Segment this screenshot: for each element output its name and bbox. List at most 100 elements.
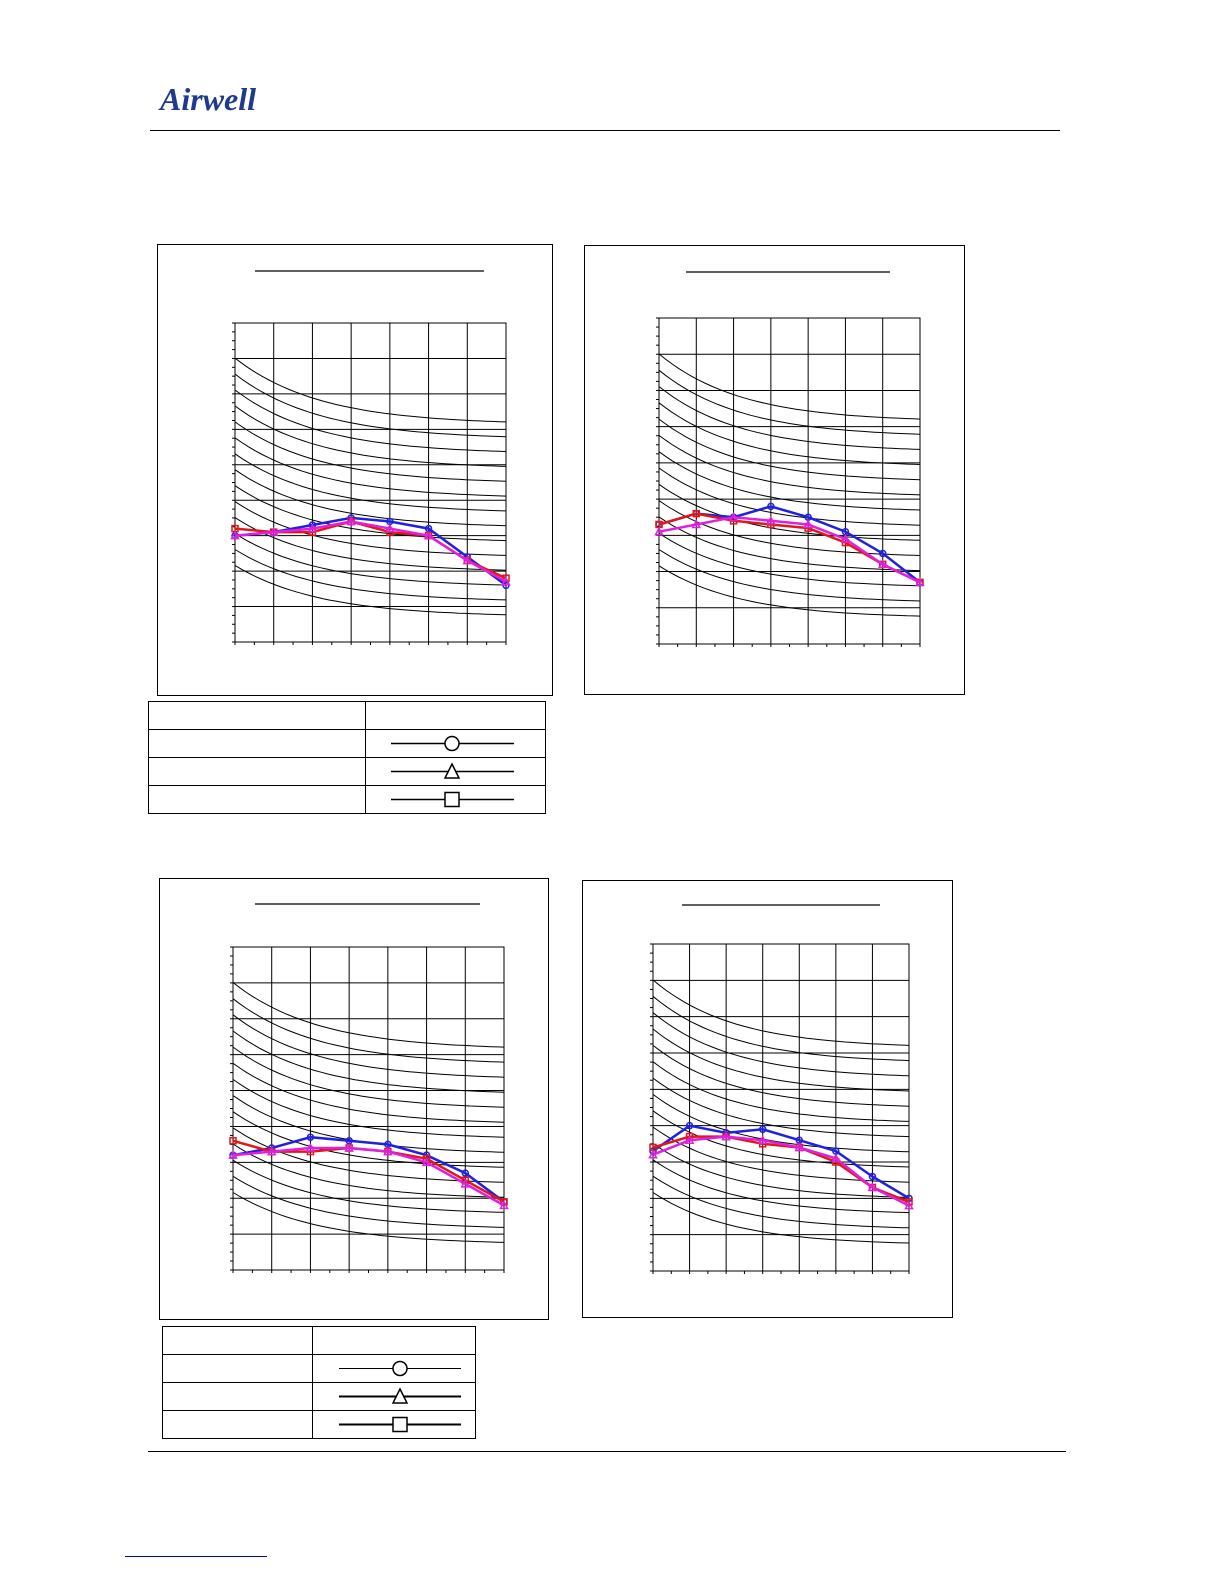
performance-curve	[652, 1093, 910, 1153]
performance-curve	[232, 1030, 505, 1093]
performance-curve	[658, 516, 921, 572]
performance-curve	[658, 467, 921, 526]
data-point	[915, 577, 925, 587]
legend-row	[148, 729, 546, 758]
performance-curve	[234, 517, 507, 571]
data-point	[684, 1135, 695, 1144]
data-point	[877, 559, 888, 569]
data-point	[229, 1137, 237, 1145]
performance-curve	[234, 437, 507, 497]
performance-curve	[652, 1175, 910, 1229]
data-point	[648, 1149, 658, 1159]
legend-table-top	[148, 701, 546, 814]
series-line	[652, 1135, 910, 1204]
legend-row	[162, 1354, 476, 1383]
data-point	[421, 1157, 432, 1167]
data-point	[461, 1169, 470, 1177]
performance-curve	[652, 1012, 910, 1077]
performance-curve	[232, 1159, 505, 1213]
legend-label	[148, 785, 366, 814]
performance-curve	[658, 386, 921, 450]
legend-row	[162, 1382, 476, 1411]
data-point	[904, 1200, 914, 1210]
legend-header-symbol	[312, 1326, 476, 1355]
performance-curve	[232, 1078, 505, 1138]
performance-curve	[658, 353, 921, 420]
data-point	[654, 526, 664, 536]
legend-square-marker	[339, 1416, 461, 1433]
series-line	[234, 520, 507, 583]
legend-square-marker	[391, 791, 514, 808]
series-line	[232, 1146, 505, 1207]
performance-curve	[232, 1014, 505, 1078]
legend-triangle-marker	[339, 1387, 461, 1404]
data-point	[766, 515, 776, 525]
performance-curve	[234, 373, 507, 438]
performance-curve	[658, 549, 921, 602]
performance-curve	[652, 995, 910, 1062]
data-point	[803, 519, 813, 529]
legend-label	[162, 1354, 313, 1383]
plot-area	[234, 322, 507, 643]
data-point	[385, 523, 395, 533]
data-point	[230, 530, 240, 540]
performance-curve	[652, 1077, 910, 1138]
plot-area	[232, 946, 505, 1271]
footer-link-underline[interactable]	[125, 1556, 267, 1557]
series-line	[652, 1135, 910, 1207]
data-point	[228, 1150, 238, 1159]
legend-label	[148, 729, 366, 758]
data-point	[767, 502, 775, 511]
performance-curve	[652, 979, 910, 1046]
data-point	[758, 1125, 767, 1134]
plot-area	[652, 943, 910, 1272]
chart-panel-2	[584, 245, 965, 695]
performance-curve	[658, 483, 921, 541]
performance-curve	[232, 1175, 505, 1228]
legend-label	[148, 757, 366, 786]
chart-2	[654, 271, 925, 647]
performance-curve	[234, 564, 507, 616]
performance-curve	[232, 1143, 505, 1198]
data-point	[868, 1172, 877, 1181]
performance-curve	[658, 532, 921, 587]
data-point	[721, 1131, 731, 1141]
performance-curve	[658, 451, 921, 511]
performance-curve	[658, 402, 921, 465]
performance-curve	[232, 1062, 505, 1123]
chart-panel-1	[157, 244, 553, 696]
legend-table-bottom	[162, 1326, 476, 1439]
performance-curve	[658, 434, 921, 496]
performance-curve	[234, 501, 507, 556]
data-point	[728, 512, 739, 521]
data-point	[501, 576, 511, 586]
performance-curve	[234, 549, 507, 601]
chart-1	[230, 270, 511, 645]
series-line	[232, 1135, 505, 1203]
chart-panel-4	[582, 880, 953, 1318]
header-rule	[150, 130, 1060, 131]
data-point	[840, 533, 851, 543]
data-point	[499, 1200, 509, 1210]
data-point	[268, 527, 279, 536]
legend-circle-marker	[339, 1360, 461, 1377]
legend-label	[162, 1382, 313, 1411]
performance-curve	[652, 1159, 910, 1214]
logo-wordmark: Airwell	[158, 81, 256, 117]
performance-curve	[652, 1126, 910, 1183]
data-point	[306, 1133, 315, 1141]
performance-curve	[652, 1143, 910, 1198]
performance-curve	[652, 1045, 910, 1107]
footer-rule	[148, 1451, 1066, 1452]
performance-curve	[234, 389, 507, 453]
performance-curve	[658, 369, 921, 435]
performance-curve	[652, 1061, 910, 1122]
legend-circle-marker	[391, 735, 514, 752]
performance-curve	[652, 1028, 910, 1092]
data-point	[344, 1142, 354, 1152]
data-point	[878, 549, 887, 558]
legend-header-symbol	[365, 701, 546, 730]
performance-curve	[652, 1110, 910, 1168]
series-line	[652, 1124, 910, 1200]
chart-4	[648, 904, 914, 1274]
